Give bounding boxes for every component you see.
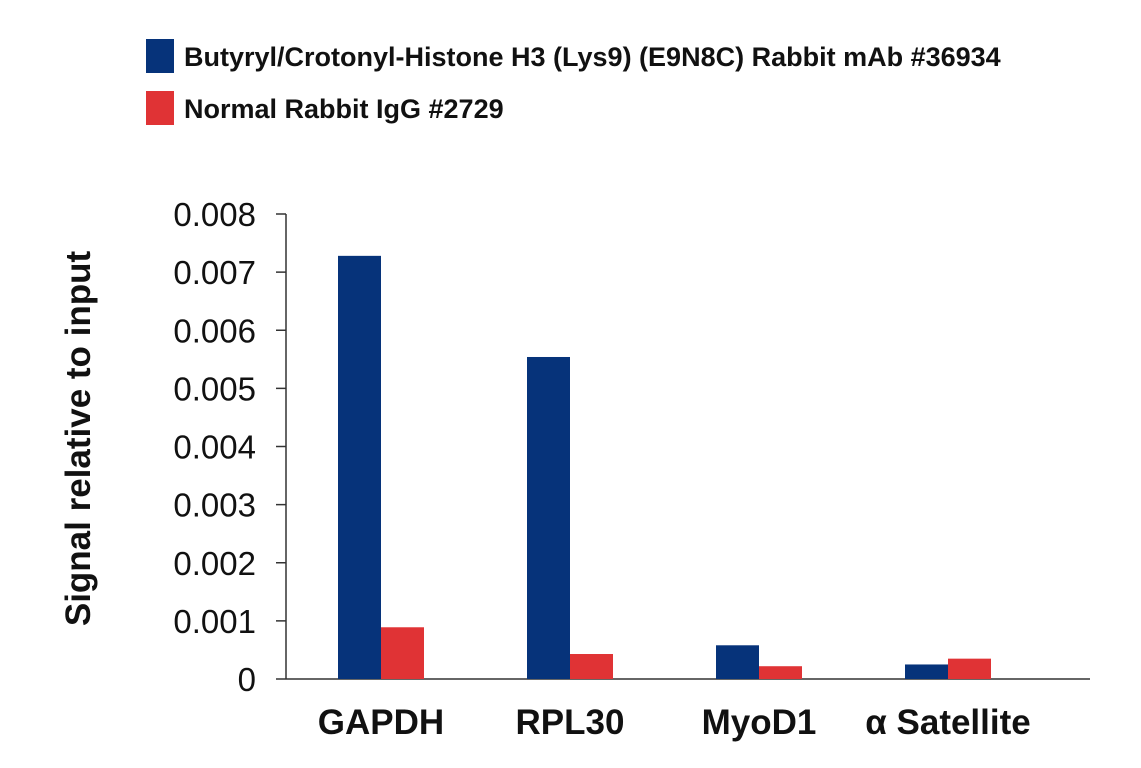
y-tick-label: 0.007 [173,254,256,291]
bar-antibody-4 [905,664,948,679]
legend: Butyryl/Crotonyl-Histone H3 (Lys9) (E9N8… [146,39,1001,125]
x-category-label: α Satellite [865,703,1030,742]
y-axis-label: Signal relative to input [59,250,98,626]
x-category-label: MyoD1 [702,703,817,742]
legend-label-2: Normal Rabbit IgG #2729 [184,94,504,124]
axes [285,214,1090,680]
x-category-label: RPL30 [516,703,625,742]
y-tick-label: 0.004 [173,429,256,466]
y-tick-label: 0.001 [173,603,256,640]
bars [338,255,991,679]
legend-swatch-2 [146,91,174,125]
y-tick-label: 0.008 [173,196,256,233]
y-tick-label: 0 [238,661,256,698]
bar-antibody-2 [527,356,570,679]
x-axis-categories: GAPDH RPL30 MyoD1 α Satellite [318,703,1031,742]
x-category-label: GAPDH [318,703,444,742]
bar-igg-3 [759,666,802,679]
y-axis-label-group: Signal relative to input [59,250,98,626]
y-axis-ticks: 0 0.001 0.002 0.003 0.004 0.005 0.006 0.007 0.00… [173,196,286,698]
legend-label-1: Butyryl/Crotonyl-Histone H3 (Lys9) (E9N8… [184,42,1001,72]
bar-igg-4 [948,658,991,679]
y-tick-label: 0.006 [173,312,256,349]
bar-antibody-1 [338,255,381,679]
y-tick-label: 0.005 [173,370,256,407]
bar-igg-2 [570,654,613,679]
y-tick-label: 0.003 [173,487,256,524]
bar-antibody-3 [716,645,759,679]
legend-swatch-1 [146,39,174,73]
y-tick-label: 0.002 [173,545,256,582]
bar-igg-1 [381,627,424,679]
